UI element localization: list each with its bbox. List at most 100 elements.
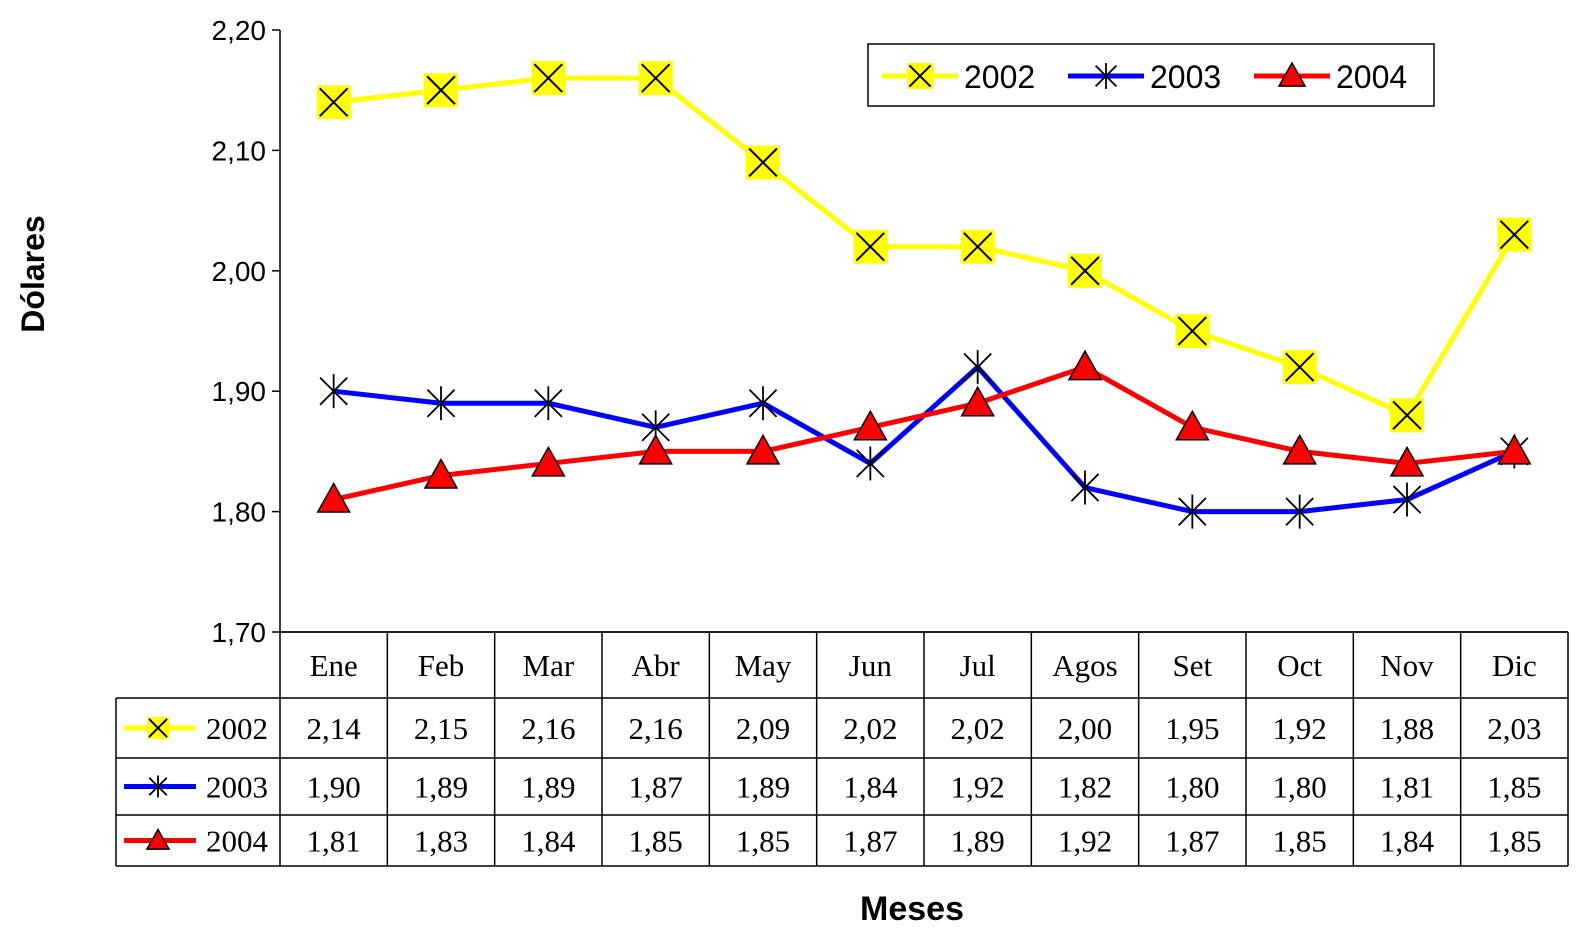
data-point — [1497, 217, 1532, 252]
legend-box — [867, 43, 1435, 107]
table-cell-value: 1,84 — [843, 770, 898, 805]
data-point — [1392, 482, 1422, 517]
marker-cross-b — [148, 718, 168, 738]
marker-cross-b — [641, 63, 671, 93]
data-point — [638, 433, 673, 465]
y-tick-label: 2,10 — [212, 135, 267, 166]
table-cell-value: 1,92 — [951, 770, 1005, 805]
table-series-label: 2003 — [206, 770, 268, 805]
data-point — [856, 446, 885, 481]
marker-triangle — [745, 433, 781, 465]
legend-label: 2004 — [1336, 59, 1407, 95]
table-cell-value: 1,85 — [1487, 770, 1541, 805]
table-series-label: 2004 — [206, 824, 269, 859]
table-cell-value: 2,15 — [414, 711, 468, 746]
data-point — [1175, 314, 1210, 348]
legend-marker — [907, 63, 933, 89]
data-point — [424, 73, 458, 108]
legend: 2002 2003 2004 — [867, 43, 1435, 107]
marker-cross-b — [855, 232, 885, 262]
data-point — [748, 386, 778, 421]
marker-cross-b — [908, 64, 932, 88]
y-tick-label: 1,70 — [212, 617, 267, 648]
series-line — [333, 364, 1515, 502]
data-point — [1178, 494, 1207, 529]
data-point — [1285, 494, 1314, 529]
table-cell-value: 2,16 — [521, 711, 575, 746]
data-point — [1390, 398, 1424, 433]
data-point — [1070, 470, 1100, 505]
table-cell-value: 1,87 — [843, 824, 897, 859]
category-label: Jun — [849, 648, 893, 683]
table-cell-value: 2,14 — [307, 711, 362, 746]
table-key-marker — [148, 775, 168, 798]
table-legend-key-2004 — [124, 827, 196, 850]
series-line — [333, 75, 1517, 418]
data-point — [853, 409, 888, 441]
table-cell-value: 1,92 — [1058, 824, 1112, 859]
marker-triangle — [423, 457, 459, 489]
data-point — [960, 229, 995, 264]
data-point — [531, 61, 566, 96]
legend-label: 2002 — [964, 59, 1035, 95]
table-cell-value: 1,85 — [1487, 824, 1541, 859]
marker-triangle — [1497, 433, 1532, 465]
table-cell-value: 1,85 — [736, 824, 790, 859]
axes: 1,70 1,80 1,90 2,00 2,10 2,20 — [212, 15, 1568, 648]
data-table: Ene Feb Mar Abr May Jun Jul Agos Set Oct Nov Dic 200… — [115, 631, 1569, 867]
table-cell-value: 1,87 — [1165, 824, 1219, 859]
table-cell-value: 1,84 — [521, 824, 576, 859]
marker-triangle — [316, 482, 351, 513]
category-label: Agos — [1052, 648, 1117, 683]
marker-triangle — [1277, 61, 1307, 87]
marker-cross-b — [1070, 256, 1100, 286]
legend-label: 2003 — [1150, 59, 1221, 95]
legend-entry-2003: 2003 — [1068, 59, 1221, 95]
table-cell-value: 1,87 — [629, 770, 683, 805]
table-cell-value: 1,89 — [414, 770, 468, 805]
table-cell-value: 1,90 — [307, 770, 361, 805]
table-key-marker — [147, 717, 169, 739]
x-axis-title: Meses — [860, 890, 964, 928]
table-cell-value: 1,89 — [521, 770, 575, 805]
table-cell-value: 1,88 — [1380, 711, 1434, 746]
marker-cross-b — [319, 87, 349, 117]
series-2002 — [316, 61, 1532, 433]
data-point — [531, 445, 566, 477]
table-legend-key-2003 — [124, 775, 196, 798]
marker-cross-b — [963, 232, 993, 262]
table-cell-value: 1,82 — [1058, 770, 1112, 805]
legend-entry-2002: 2002 — [882, 59, 1035, 95]
marker-triangle — [531, 445, 566, 477]
marker-cross-b — [533, 63, 563, 93]
table-cell-value: 1,81 — [307, 824, 361, 859]
marker-triangle — [145, 827, 171, 850]
table-cell-value: 2,09 — [736, 711, 790, 746]
category-label: Set — [1173, 648, 1213, 683]
data-point — [853, 229, 888, 264]
category-label: Mar — [523, 648, 575, 683]
table-cell-value: 2,16 — [629, 711, 683, 746]
data-point — [963, 350, 992, 385]
data-point — [423, 457, 459, 489]
table-cell-value: 1,89 — [736, 770, 790, 805]
table-legend-key-2002 — [124, 717, 196, 739]
table-cell-value: 2,03 — [1487, 711, 1541, 746]
data-point — [746, 145, 780, 180]
data-point — [638, 61, 673, 96]
marker-triangle — [1282, 433, 1317, 465]
data-point — [319, 374, 348, 409]
category-label: Oct — [1277, 648, 1322, 683]
marker-cross-b — [1177, 316, 1207, 346]
table-cell-value: 2,02 — [951, 711, 1005, 746]
category-label: Ene — [310, 648, 358, 683]
marker-triangle — [1389, 445, 1425, 477]
series-layer — [316, 61, 1532, 529]
marker-triangle — [1067, 349, 1103, 381]
category-label: Feb — [418, 648, 465, 683]
table-cell-value: 1,85 — [1273, 824, 1327, 859]
category-label: Abr — [632, 648, 681, 683]
marker-cross-b — [1392, 400, 1422, 430]
y-tick-label: 1,90 — [212, 376, 267, 407]
